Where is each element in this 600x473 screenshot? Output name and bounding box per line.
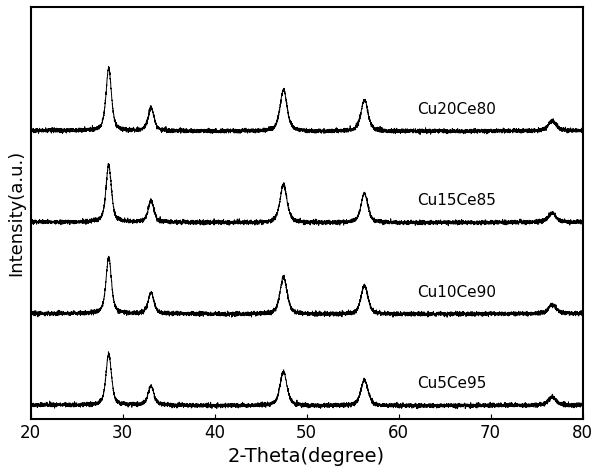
Text: Cu10Ce90: Cu10Ce90 <box>417 285 496 300</box>
Text: Cu5Ce95: Cu5Ce95 <box>417 376 487 391</box>
Text: Cu20Ce80: Cu20Ce80 <box>417 102 496 117</box>
Y-axis label: Intensity(a.u.): Intensity(a.u.) <box>7 149 25 276</box>
Text: Cu15Ce85: Cu15Ce85 <box>417 193 496 208</box>
X-axis label: 2-Theta(degree): 2-Theta(degree) <box>228 447 385 466</box>
